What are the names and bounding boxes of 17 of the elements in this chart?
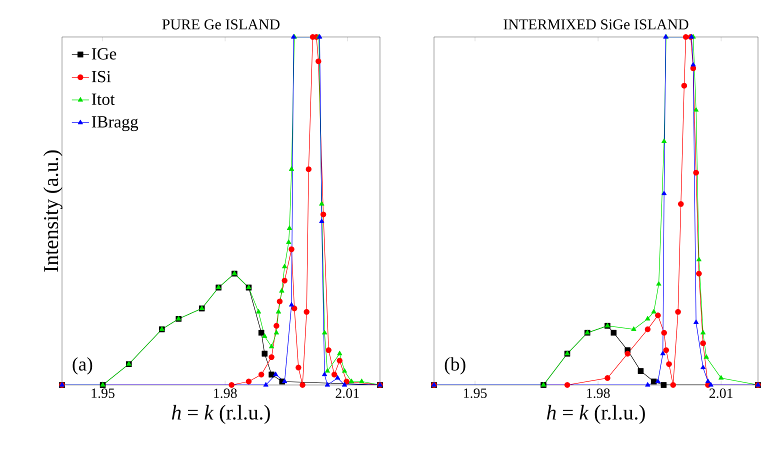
chart-title: PURE Ge ISLAND bbox=[162, 19, 280, 30]
x-axis-title: h = k (r.l.u.) bbox=[546, 404, 645, 424]
chart-title: INTERMIXED SiGe ISLAND bbox=[504, 19, 688, 30]
x-axis-title: h = k (r.l.u.) bbox=[172, 404, 270, 424]
legend-label: Itot bbox=[92, 94, 115, 105]
x-tick-label: 2.01 bbox=[709, 388, 733, 398]
y-axis-title: Intensity (a.u.) bbox=[43, 150, 62, 272]
x-tick-label: 1.95 bbox=[92, 388, 114, 398]
legend-label: ISi bbox=[92, 70, 111, 82]
x-tick-label: 1.98 bbox=[587, 388, 610, 398]
x-tick-label: 2.01 bbox=[336, 388, 359, 398]
legend-label: IBragg bbox=[92, 116, 138, 132]
x-tick-label: 1.95 bbox=[464, 388, 487, 398]
x-tick-label: 1.98 bbox=[214, 388, 237, 398]
annotation: (a) bbox=[72, 357, 92, 374]
legend-label: IGe bbox=[92, 48, 116, 60]
annotation: (b) bbox=[444, 357, 466, 374]
